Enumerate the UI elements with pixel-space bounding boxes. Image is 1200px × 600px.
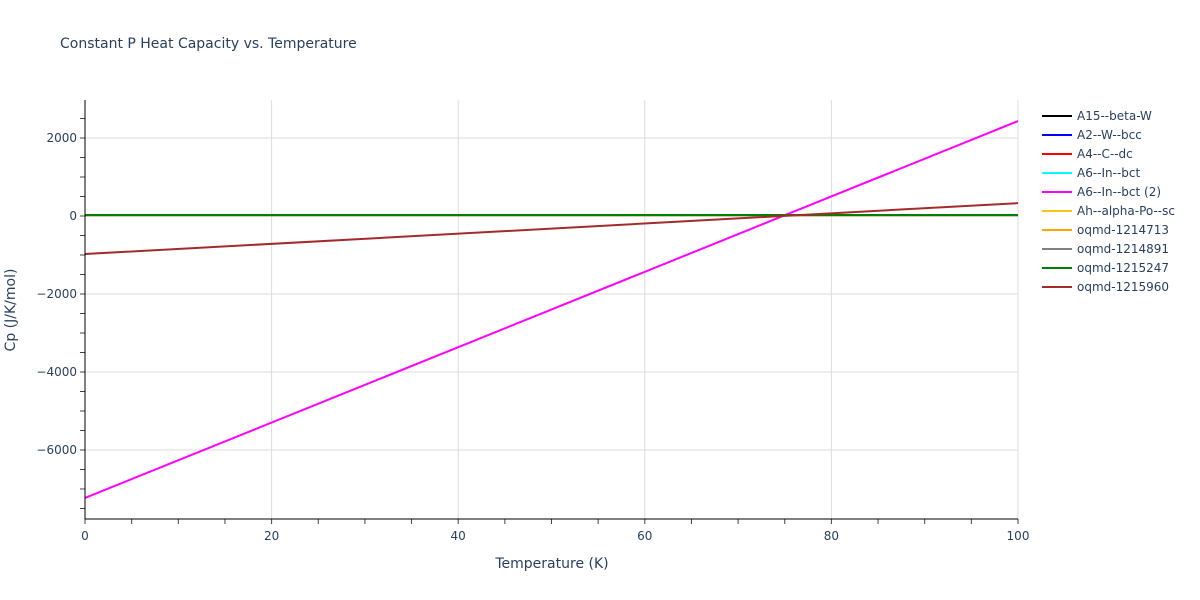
legend-line-icon — [1042, 247, 1072, 250]
legend-line-icon — [1042, 114, 1072, 117]
y-tick-label: 0 — [69, 209, 77, 223]
legend-item[interactable]: Ah--alpha-Po--sc — [1042, 201, 1175, 220]
x-tick-label: 0 — [81, 529, 89, 543]
chart-title: Constant P Heat Capacity vs. Temperature — [60, 36, 357, 52]
legend-label: A4--C--dc — [1077, 146, 1133, 161]
x-tick-label: 80 — [824, 529, 839, 543]
legend-line-icon — [1042, 152, 1072, 155]
legend-item[interactable]: oqmd-1215960 — [1042, 277, 1175, 296]
y-tick-label: 2000 — [46, 131, 77, 145]
y-axis-title: Cp (J/K/mol) — [3, 269, 19, 352]
x-tick-label: 100 — [1007, 529, 1030, 543]
y-tick-label: −4000 — [36, 365, 77, 379]
y-tick-label: −2000 — [36, 287, 77, 301]
legend-line-icon — [1042, 190, 1072, 193]
legend-item[interactable]: oqmd-1215247 — [1042, 258, 1175, 277]
legend-label: oqmd-1215960 — [1077, 279, 1170, 294]
series-lines — [84, 120, 1019, 499]
x-tick-label: 20 — [264, 529, 279, 543]
legend-label: oqmd-1214713 — [1077, 222, 1170, 237]
x-axis-title: Temperature (K) — [494, 556, 608, 572]
legend-label: A15--beta-W — [1077, 108, 1152, 123]
legend-label: A6--In--bct (2) — [1077, 184, 1162, 199]
axes: 0 20 40 60 80 100 2000 0 −2000 −4000 −6000 — [36, 100, 1029, 543]
legend-label: Ah--alpha-Po--sc — [1077, 203, 1175, 218]
legend-item[interactable]: oqmd-1214891 — [1042, 239, 1175, 258]
legend-label: A2--W--bcc — [1077, 127, 1142, 142]
legend-item[interactable]: A2--W--bcc — [1042, 125, 1175, 144]
legend-line-icon — [1042, 266, 1072, 269]
y-tick-label: −6000 — [36, 443, 77, 457]
legend-label: oqmd-1214891 — [1077, 241, 1170, 256]
legend-line-icon — [1042, 171, 1072, 174]
legend-line-icon — [1042, 133, 1072, 136]
x-tick-label: 60 — [637, 529, 652, 543]
legend-line-icon — [1042, 228, 1072, 231]
series-line-a6-in-bct-2- — [84, 120, 1019, 499]
legend-label: A6--In--bct — [1077, 165, 1141, 180]
legend-line-icon — [1042, 209, 1072, 212]
legend-item[interactable]: A15--beta-W — [1042, 106, 1175, 125]
legend-item[interactable]: oqmd-1214713 — [1042, 220, 1175, 239]
series-line-oqmd-1215960 — [84, 202, 1019, 256]
legend: A15--beta-W A2--W--bcc A4--C--dc A6--In--bc… — [1042, 106, 1175, 296]
legend-item[interactable]: A6--In--bct (2) — [1042, 182, 1175, 201]
x-tick-label: 40 — [451, 529, 466, 543]
legend-item[interactable]: A4--C--dc — [1042, 144, 1175, 163]
legend-item[interactable]: A6--In--bct — [1042, 163, 1175, 182]
legend-label: oqmd-1215247 — [1077, 260, 1170, 275]
legend-line-icon — [1042, 285, 1072, 288]
